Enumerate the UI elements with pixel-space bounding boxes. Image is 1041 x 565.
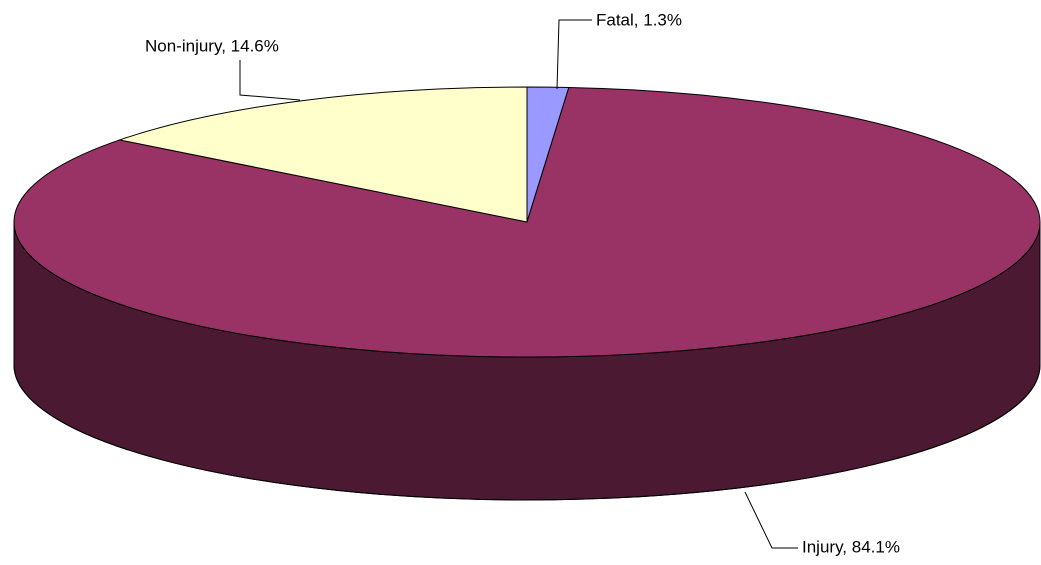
leader-line <box>744 491 798 549</box>
data-label: Non-injury, 14.6% <box>145 36 279 55</box>
slice <box>117 86 528 223</box>
leader-line <box>239 60 301 101</box>
data-label: Fatal, 1.3% <box>596 10 682 29</box>
data-label: Injury, 84.1% <box>802 537 900 556</box>
leader-line <box>556 19 592 90</box>
